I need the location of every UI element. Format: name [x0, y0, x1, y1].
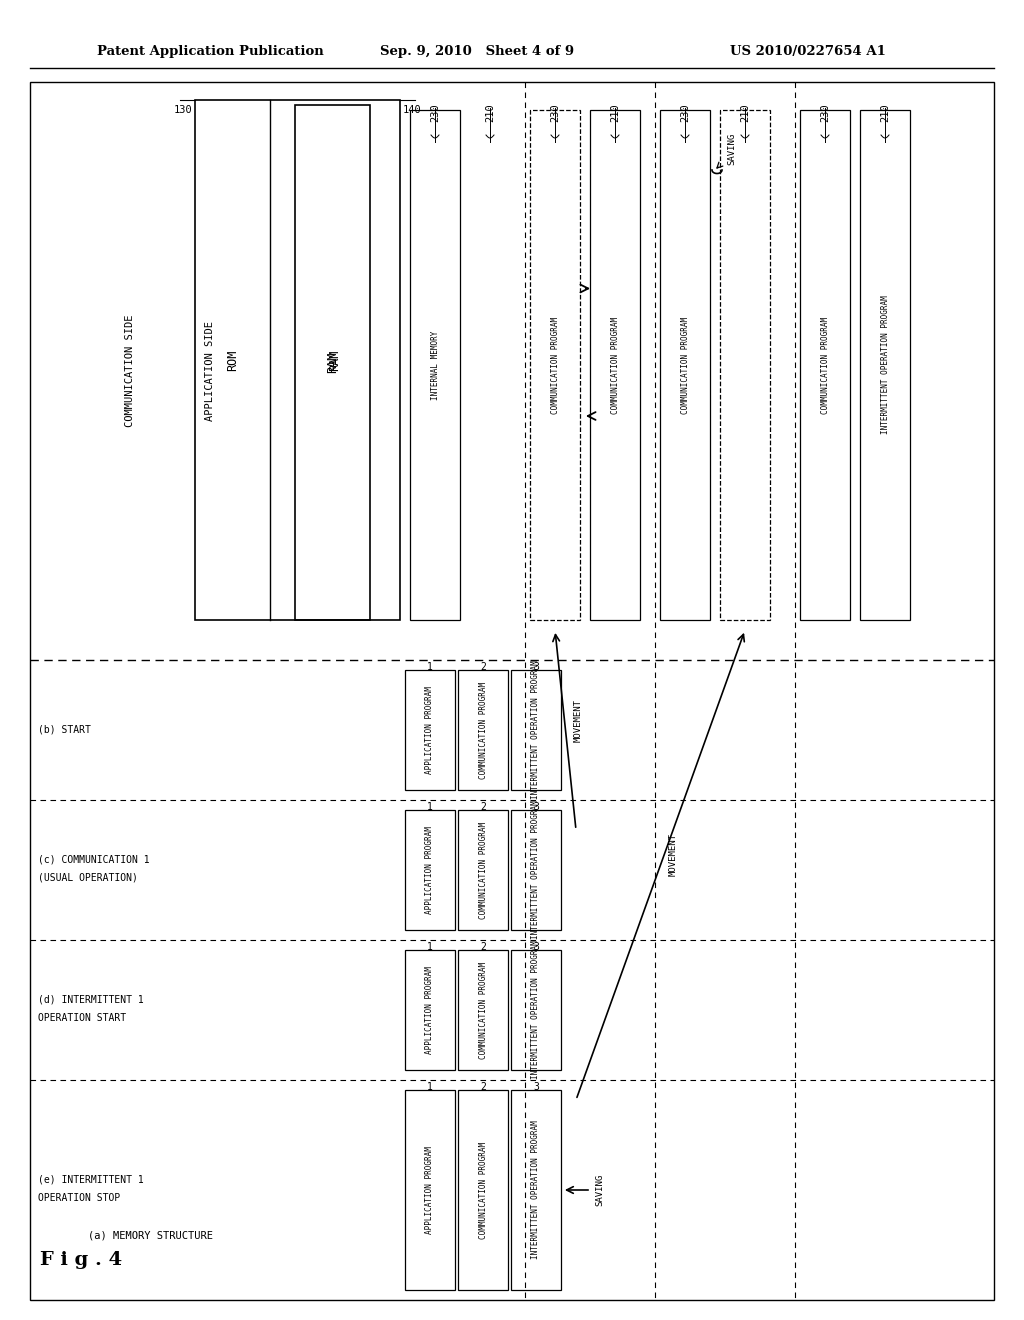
Bar	[458, 671, 508, 789]
Text: 2: 2	[480, 1082, 486, 1092]
Text: INTERMITTENT OPERATION PROGRAM: INTERMITTENT OPERATION PROGRAM	[531, 1121, 541, 1259]
Text: (c) COMMUNICATION 1: (c) COMMUNICATION 1	[38, 855, 150, 865]
Text: COMMUNICATION PROGRAM: COMMUNICATION PROGRAM	[551, 317, 559, 413]
Bar	[458, 810, 508, 931]
Text: APPLICATION SIDE: APPLICATION SIDE	[205, 321, 215, 421]
Text: 3: 3	[534, 803, 539, 812]
Bar	[530, 110, 580, 620]
Text: 1: 1	[427, 663, 433, 672]
Text: INTERNAL MEMORY: INTERNAL MEMORY	[430, 330, 439, 400]
Text: 230: 230	[430, 103, 440, 121]
Text: 230: 230	[680, 103, 690, 121]
Bar	[406, 671, 455, 789]
Text: 210: 210	[880, 103, 890, 121]
Text: RAM: RAM	[326, 352, 339, 374]
Text: INTERMITTENT OPERATION PROGRAM: INTERMITTENT OPERATION PROGRAM	[531, 660, 541, 800]
Bar	[511, 671, 561, 789]
Text: 2: 2	[480, 942, 486, 952]
Bar	[720, 110, 770, 620]
Bar	[410, 110, 460, 620]
Bar	[458, 1090, 508, 1290]
Text: 3: 3	[534, 663, 539, 672]
Text: F i g . 4: F i g . 4	[40, 1251, 122, 1269]
Text: 1: 1	[427, 942, 433, 952]
Text: (e) INTERMITTENT 1: (e) INTERMITTENT 1	[38, 1175, 143, 1185]
Text: SAVING: SAVING	[595, 1173, 604, 1206]
Text: US 2010/0227654 A1: US 2010/0227654 A1	[730, 45, 886, 58]
Text: COMMUNICATION PROGRAM: COMMUNICATION PROGRAM	[681, 317, 689, 413]
Bar	[511, 810, 561, 931]
Text: MOVEMENT: MOVEMENT	[573, 698, 583, 742]
Text: APPLICATION PROGRAM: APPLICATION PROGRAM	[426, 966, 434, 1053]
Text: COMMUNICATION PROGRAM: COMMUNICATION PROGRAM	[478, 1142, 487, 1238]
Bar	[295, 106, 370, 620]
Text: COMMUNICATION PROGRAM: COMMUNICATION PROGRAM	[610, 317, 620, 413]
Text: APPLICATION PROGRAM: APPLICATION PROGRAM	[426, 686, 434, 774]
Text: 1: 1	[427, 803, 433, 812]
Bar	[660, 110, 710, 620]
Text: 3: 3	[534, 942, 539, 952]
Text: OPERATION START: OPERATION START	[38, 1012, 126, 1023]
Text: Patent Application Publication: Patent Application Publication	[97, 45, 324, 58]
Bar	[406, 810, 455, 931]
Text: 2: 2	[480, 663, 486, 672]
Text: 210: 210	[740, 103, 750, 121]
Bar	[800, 110, 850, 620]
Text: ROM: ROM	[226, 350, 239, 371]
Text: COMMUNICATION PROGRAM: COMMUNICATION PROGRAM	[478, 821, 487, 919]
Text: INTERMITTENT OPERATION PROGRAM: INTERMITTENT OPERATION PROGRAM	[531, 941, 541, 1080]
Text: (a) MEMORY STRUCTURE: (a) MEMORY STRUCTURE	[88, 1230, 213, 1239]
Text: 130: 130	[173, 106, 193, 115]
Text: 210: 210	[485, 103, 495, 121]
Bar	[511, 1090, 561, 1290]
Text: COMMUNICATION PROGRAM: COMMUNICATION PROGRAM	[820, 317, 829, 413]
Text: 140: 140	[403, 106, 422, 115]
Text: INTERMITTENT OPERATION PROGRAM: INTERMITTENT OPERATION PROGRAM	[881, 296, 890, 434]
Bar	[195, 100, 400, 620]
Text: OPERATION STOP: OPERATION STOP	[38, 1193, 120, 1203]
Text: (d) INTERMITTENT 1: (d) INTERMITTENT 1	[38, 995, 143, 1005]
Bar	[406, 950, 455, 1071]
Text: 230: 230	[550, 103, 560, 121]
Text: Sep. 9, 2010   Sheet 4 of 9: Sep. 9, 2010 Sheet 4 of 9	[380, 45, 574, 58]
Text: SAVING: SAVING	[727, 133, 736, 165]
Text: (b) START: (b) START	[38, 725, 91, 735]
Text: 1: 1	[427, 1082, 433, 1092]
Text: 230: 230	[820, 103, 830, 121]
Text: COMMUNICATION SIDE: COMMUNICATION SIDE	[125, 314, 135, 428]
Text: 2: 2	[480, 803, 486, 812]
Bar	[511, 950, 561, 1071]
Text: 210: 210	[610, 103, 620, 121]
Bar	[590, 110, 640, 620]
Text: COMMUNICATION PROGRAM: COMMUNICATION PROGRAM	[478, 681, 487, 779]
Bar	[406, 1090, 455, 1290]
Bar	[860, 110, 910, 620]
Text: RAM: RAM	[329, 350, 341, 371]
Text: (USUAL OPERATION): (USUAL OPERATION)	[38, 873, 138, 883]
Text: COMMUNICATION PROGRAM: COMMUNICATION PROGRAM	[478, 961, 487, 1059]
Text: APPLICATION PROGRAM: APPLICATION PROGRAM	[426, 826, 434, 913]
Text: 3: 3	[534, 1082, 539, 1092]
Text: MOVEMENT: MOVEMENT	[669, 833, 678, 876]
Bar	[458, 950, 508, 1071]
Text: INTERMITTENT OPERATION PROGRAM: INTERMITTENT OPERATION PROGRAM	[531, 801, 541, 940]
Text: APPLICATION PROGRAM: APPLICATION PROGRAM	[426, 1146, 434, 1234]
